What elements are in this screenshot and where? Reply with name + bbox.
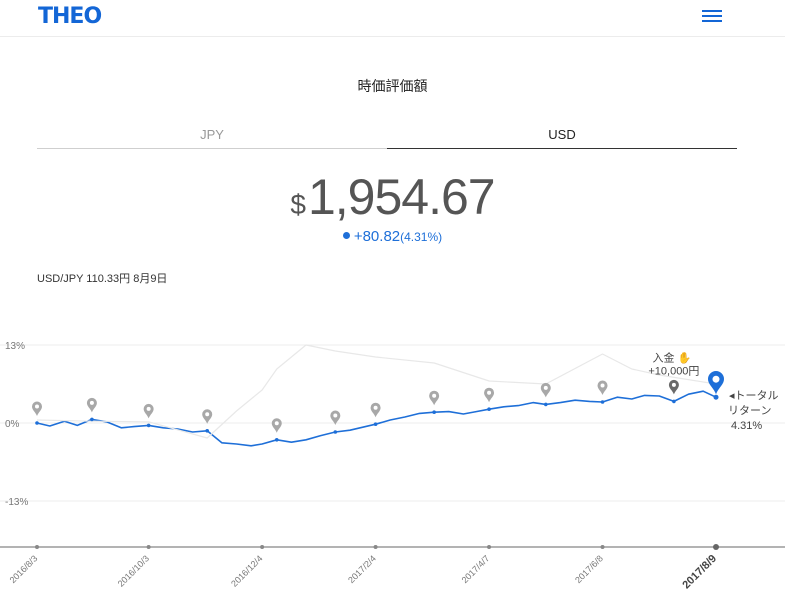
pin-hole [543,385,548,390]
tab-usd[interactable]: USD [387,126,737,149]
x-tick-label: 2017/4/7 [460,553,492,585]
data-point [432,410,436,414]
pin-hole [205,412,210,417]
data-point [274,438,279,442]
pin-hole [373,405,378,410]
map-pin-icon[interactable] [484,387,495,403]
x-tick-dot [487,545,492,549]
x-tick-dot [373,545,378,549]
map-pin-icon[interactable] [429,390,440,406]
change-amount: +80.82 [353,228,401,245]
series-line-portfolio [36,390,717,447]
map-pin-icon[interactable] [202,409,213,424]
hamburger-menu-icon[interactable] [702,9,722,23]
pin-hole [35,404,39,409]
total-return-value: 4.31% [731,420,762,432]
total-return-label: ◂トータル [729,389,779,402]
pin-hole [274,421,279,426]
pin-hole [146,406,151,411]
data-point [205,429,210,433]
x-tick-dot [260,545,265,549]
y-tick-label: -13% [5,497,28,508]
pin-hole [487,390,492,395]
pin-hole [333,413,338,418]
map-pin-icon[interactable] [32,401,42,417]
pin-hole [432,393,437,398]
map-pin-icon[interactable] [370,402,381,418]
current-point [713,394,719,400]
deposit-label: 入金 ✋ [653,350,692,364]
x-tick-label: 2017/6/8 [573,553,605,585]
x-tick-label: 2017/2/4 [346,553,378,585]
data-point [146,423,151,428]
x-tick-label: 2016/8/3 [8,553,40,585]
currency-tabs: JPY USD [37,126,737,149]
y-tick-label: 0% [5,419,20,430]
total-return-label: リターン [728,404,771,417]
x-tick-dot [713,544,719,550]
y-tick-label: 13% [5,341,25,352]
data-point [487,407,491,411]
map-pin-icon[interactable] [597,380,608,396]
portfolio-value: $1,954.67 [0,168,785,226]
pin-hole [671,382,676,387]
map-pin-icon[interactable] [271,418,282,433]
x-tick-dot [600,545,605,549]
map-pin-icon[interactable] [143,403,154,419]
app-header: THEO [0,0,785,37]
change-dot-icon [342,231,350,239]
x-tick-label: 2017/8/9 [680,553,719,592]
page-title: 時価評価額 [357,78,428,94]
theo-logo[interactable]: THEO [38,4,102,29]
x-tick-dot [35,545,39,549]
pin-hole [89,400,94,405]
data-point [90,417,94,422]
performance-chart[interactable]: 13% 0% -13% 2016/8/3 2016/10/3 2016/12/4 2017/… [0,330,785,597]
data-point [600,400,605,404]
deposit-pin-icon[interactable] [668,379,679,395]
value-amount: 1,954.67 [307,169,496,225]
data-point [373,422,378,426]
data-point [543,402,548,407]
change-percent: (4.31%) [400,230,443,244]
x-tick-label: 2016/10/3 [116,553,151,588]
map-pin-icon[interactable] [86,397,97,413]
fx-rate-note: USD/JPY 110.33円 8月9日 [37,273,168,285]
map-pin-icon[interactable] [540,382,551,398]
map-pin-icon[interactable] [330,410,341,426]
data-point [35,421,39,425]
currency-symbol: $ [290,189,306,220]
data-point [333,430,338,434]
x-tick-dot [146,545,151,549]
pin-hole [600,383,605,388]
pin-hole [712,375,720,383]
x-tick-label: 2016/12/4 [229,553,264,588]
deposit-amount: +10,000円 [648,365,699,377]
data-point [672,399,676,404]
value-change: +80.82(4.31%) [0,228,785,245]
series-line-benchmark [36,344,717,439]
tab-jpy[interactable]: JPY [37,126,387,149]
